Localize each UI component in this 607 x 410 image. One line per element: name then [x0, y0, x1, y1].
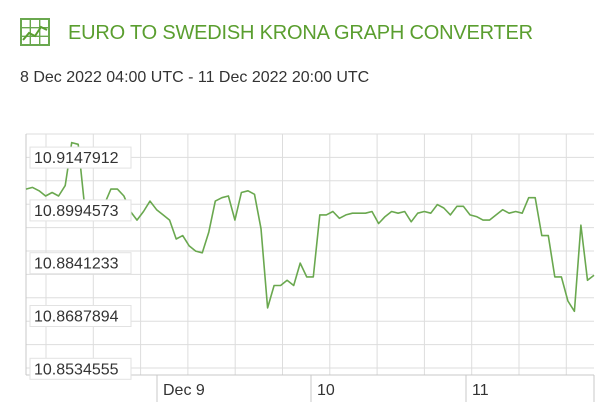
y-tick-label: 10.8841233: [34, 256, 119, 273]
y-tick-label-bg: [29, 146, 132, 169]
x-tick-label: Dec 9: [163, 382, 205, 399]
chart-header: EURO TO SWEDISH KRONA GRAPH CONVERTER: [20, 18, 600, 48]
y-tick-label-bg: [29, 357, 132, 380]
chart-series: [25, 141, 595, 313]
x-tick-label: 11: [472, 382, 489, 399]
y-tick-label: 10.8994573: [34, 203, 119, 220]
page-title: EURO TO SWEDISH KRONA GRAPH CONVERTER: [68, 22, 533, 44]
x-tick-label: 10: [317, 382, 335, 399]
y-tick-label: 10.8687894: [34, 309, 119, 326]
y-tick-label-bg: [29, 305, 132, 327]
y-tick-label-bg: [29, 252, 132, 275]
y-tick-label-bg: [29, 199, 132, 222]
series-line: [25, 141, 595, 313]
chart-labels: 10.9147912 10.8994573 10.8841233 10.8687894…: [29, 146, 595, 402]
chart-grid-icon: [20, 18, 50, 46]
y-tick-label: 10.8534555: [34, 361, 119, 378]
y-tick-label: 10.9147912: [34, 150, 119, 167]
date-range: 8 Dec 2022 04:00 UTC - 11 Dec 2022 20:00…: [20, 69, 370, 86]
